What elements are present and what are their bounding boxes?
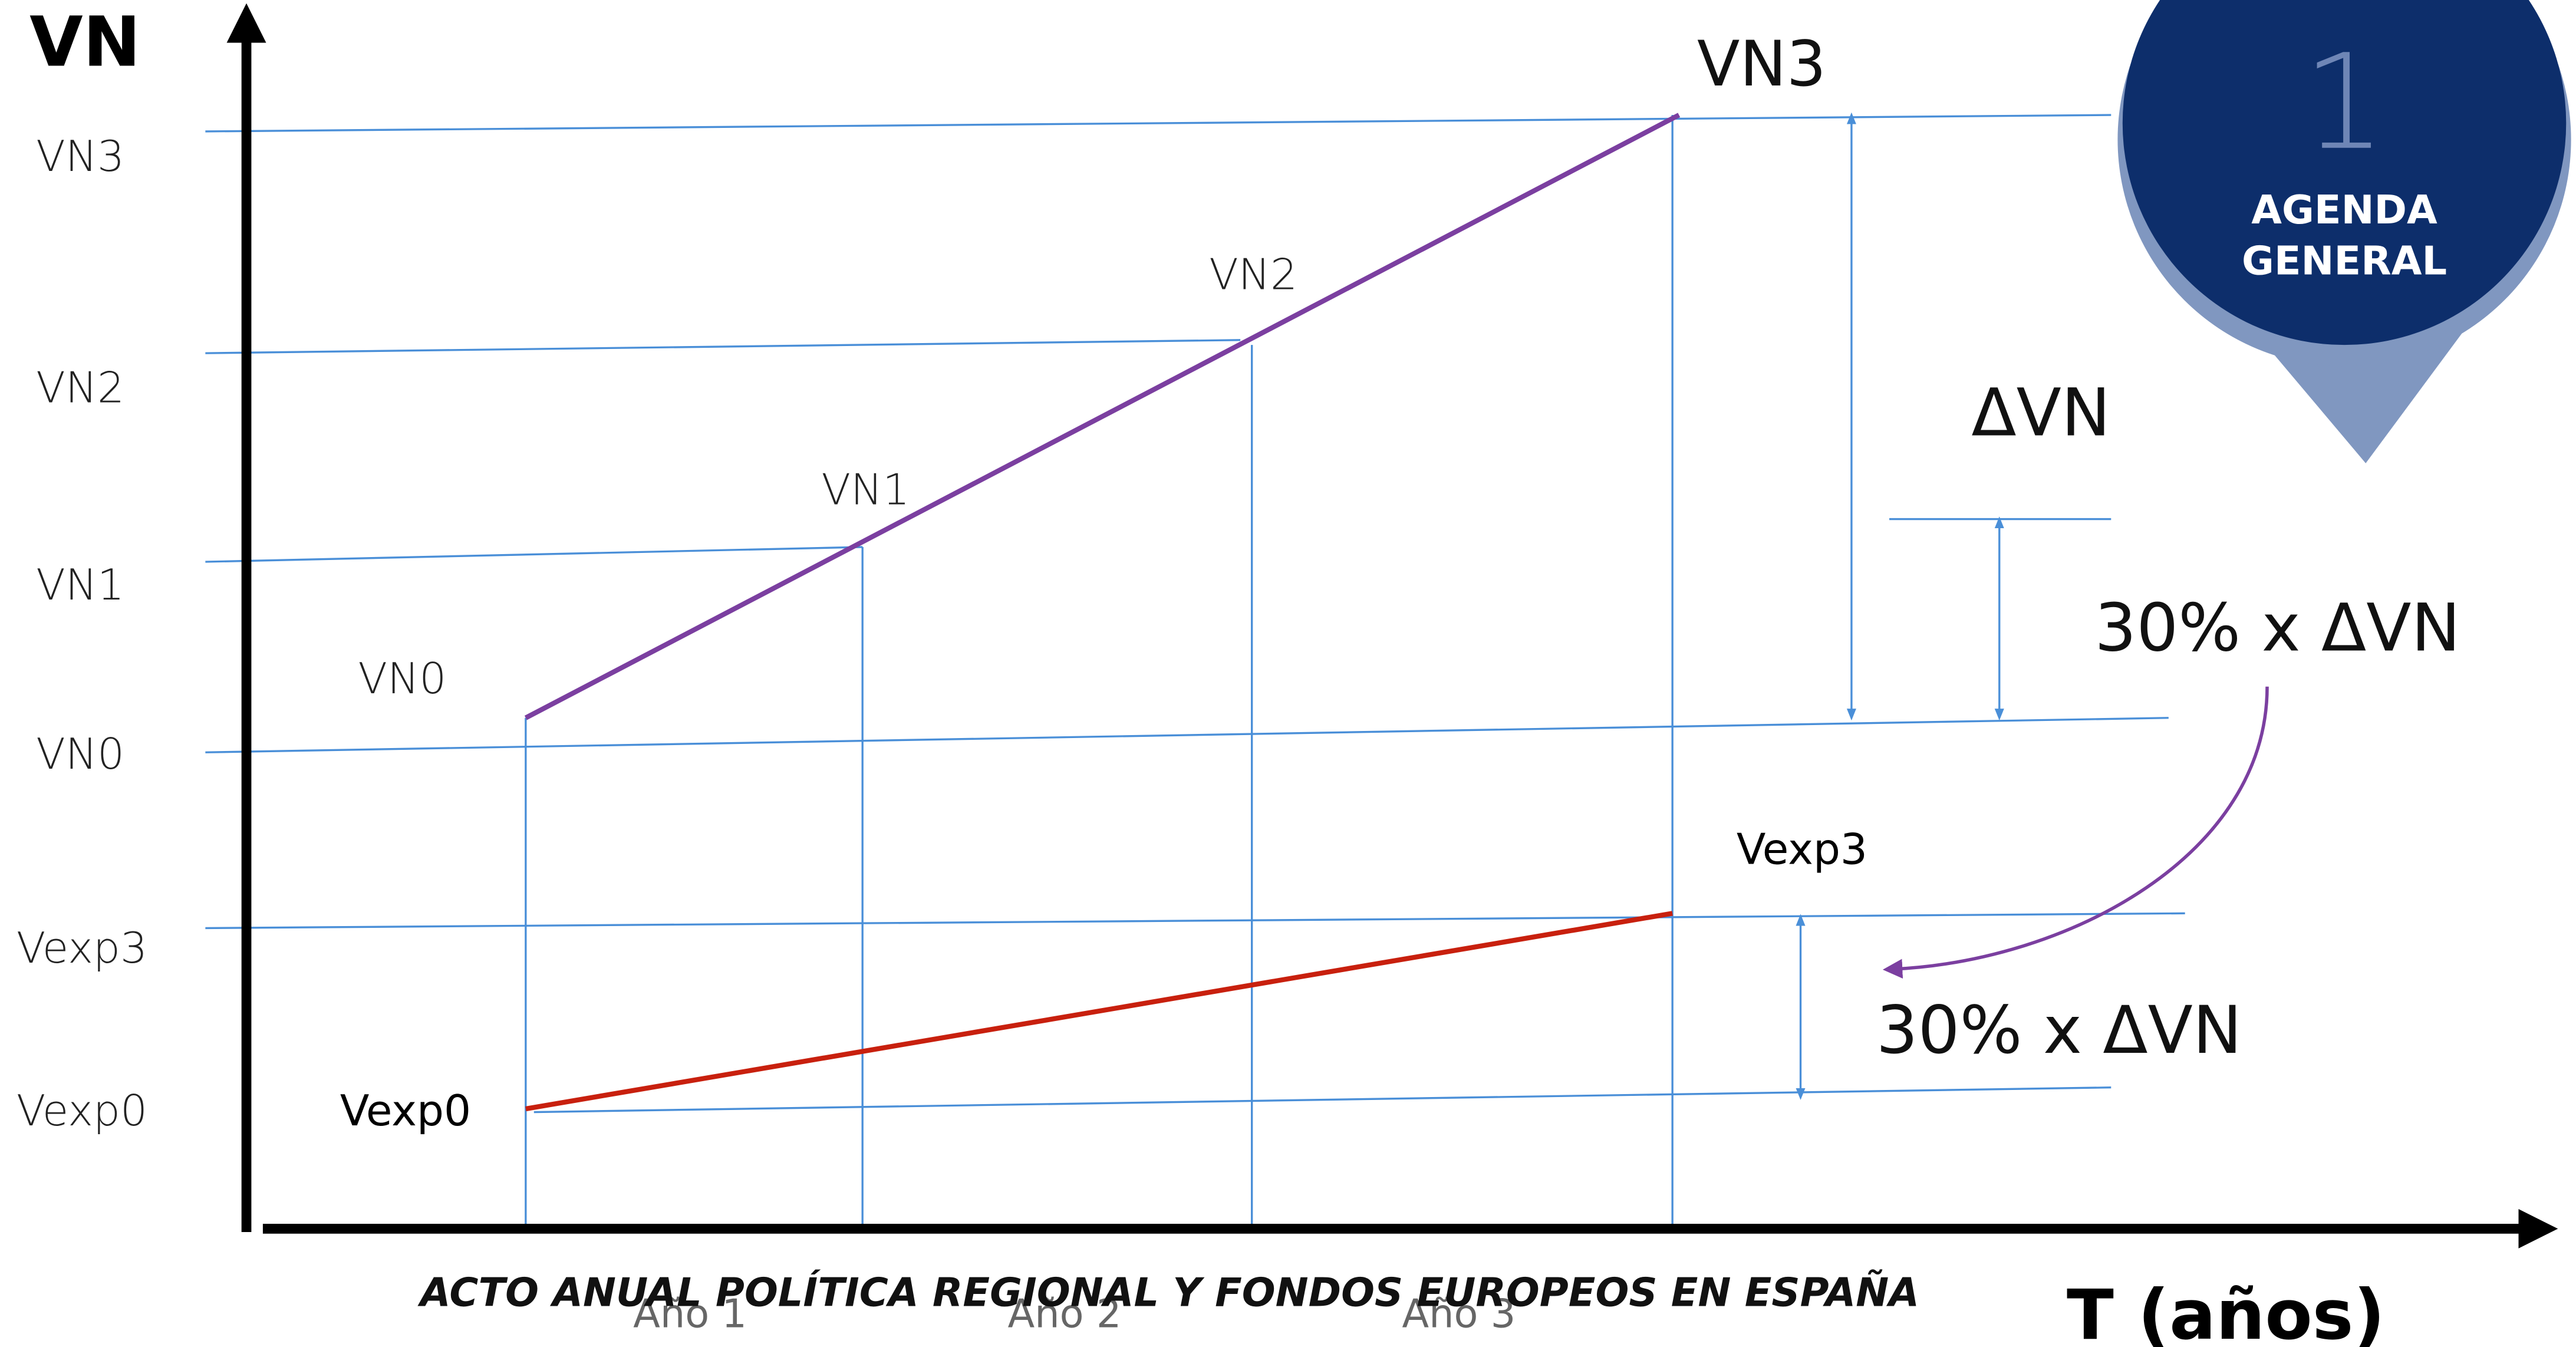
point-label: VN3: [1697, 28, 1826, 100]
badge-number: 1: [2302, 26, 2386, 179]
y-label: VN0: [36, 730, 124, 779]
annotation: ΔVN: [1971, 375, 2110, 451]
guides: [205, 112, 2185, 1232]
point-label: Vexp3: [1737, 825, 1867, 875]
point-label: VN0: [358, 654, 447, 704]
badge: 1 AGENDA GENERAL: [2117, 0, 2571, 463]
x-label: Año 1: [633, 1291, 747, 1337]
y-label: Vexp0: [17, 1086, 147, 1136]
y-label: Vexp3: [17, 924, 147, 973]
point-label: Vexp0: [340, 1086, 471, 1136]
point-label: VN1: [821, 465, 910, 515]
badge-text: GENERAL: [2242, 238, 2447, 284]
x-axis-label: T (años): [2067, 1274, 2385, 1347]
y-label: VN3: [36, 132, 124, 182]
curved-arrow: [1882, 686, 2269, 979]
point-label: VN2: [1209, 250, 1297, 299]
vn-line: [524, 113, 1681, 720]
annotation: 30% x ΔVN: [1876, 993, 2242, 1069]
y-label: VN1: [36, 561, 124, 610]
y-label: VN2: [36, 364, 124, 413]
y-axis-label: VN: [29, 1, 141, 82]
vexp-line: [525, 911, 1673, 1112]
badge-text: AGENDA: [2251, 187, 2437, 233]
annotation: 30% x ΔVN: [2094, 590, 2460, 666]
x-label: Año 2: [1008, 1291, 1122, 1337]
x-label: Año 3: [1402, 1291, 1516, 1337]
footer: ACTO ANUAL POLÍTICA REGIONAL Y FONDOS EU…: [417, 1269, 1919, 1315]
